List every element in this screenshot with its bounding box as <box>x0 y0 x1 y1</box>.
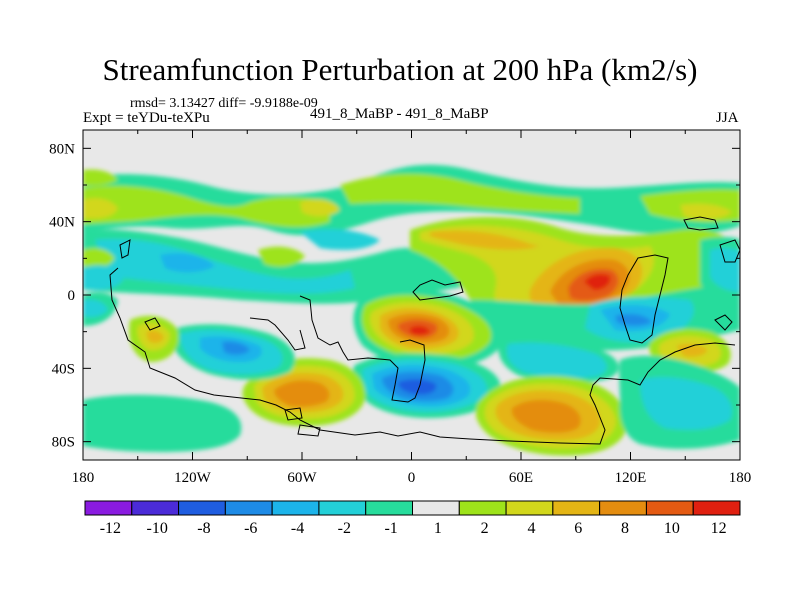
field-contour-1 <box>83 185 330 228</box>
colorbar-label: -10 <box>147 520 168 537</box>
field-contour-7 <box>83 169 118 186</box>
field-contour-15 <box>430 230 540 250</box>
field-contour-50 <box>222 341 250 355</box>
field-contour-42 <box>511 399 581 433</box>
colorbar-label: -2 <box>338 520 351 537</box>
colorbar-label: -6 <box>244 520 257 537</box>
y-tick-label: 0 <box>68 288 76 304</box>
colorbar-swatch <box>552 500 601 516</box>
x-tick-label: 180 <box>729 470 752 486</box>
axis-ticks: 180 120W 60W 0 60E 120E 180 80N 40N 0 40S 80S <box>49 130 751 486</box>
field-contour-46 <box>274 380 330 407</box>
field-contour-3 <box>83 198 118 219</box>
field-contour-10 <box>160 253 215 273</box>
field-contour-9 <box>95 238 355 294</box>
field-contour-31 <box>410 325 430 335</box>
field-contour-65 <box>710 247 740 292</box>
colorbar-swatch <box>318 500 367 516</box>
colorbar: -12 -10 -8 -6 -4 -2 -1 1 2 4 6 8 10 12 <box>84 500 741 537</box>
field-contour-56 <box>83 394 242 452</box>
x-tick-label: 180 <box>72 470 95 486</box>
colorbar-label: 4 <box>527 520 535 537</box>
field-contour-19 <box>584 274 611 290</box>
colorbar-label: -4 <box>291 520 304 537</box>
colorbar-swatch <box>131 500 180 516</box>
expt-label: Expt = teYDu-teXPu <box>83 110 210 126</box>
x-tick-label: 60E <box>509 470 533 486</box>
colorbar-swatch <box>458 500 507 516</box>
x-tick-label: 120W <box>174 470 212 486</box>
y-tick-label: 80N <box>49 141 75 157</box>
colorbar-label: 8 <box>621 520 629 537</box>
colorbar-swatch <box>599 500 647 516</box>
field-contour-36 <box>398 379 437 395</box>
field-contour-38 <box>506 342 607 379</box>
coastlines <box>109 216 740 445</box>
colorbar-swatch <box>224 500 273 516</box>
season-label: JJA <box>716 110 739 126</box>
x-tick-label: 0 <box>408 470 416 486</box>
field-contour-4 <box>300 199 340 217</box>
colorbar-label: 12 <box>711 520 727 537</box>
field-contour-61 <box>146 330 164 343</box>
colorbar-label: -8 <box>197 520 210 537</box>
colorbar-swatch <box>692 500 741 516</box>
experiment-label: 491_8_MaBP - 491_8_MaBP <box>310 106 489 122</box>
field-contour-2 <box>340 173 580 214</box>
colorbar-swatch <box>271 500 320 516</box>
colorbar-label: 10 <box>664 520 680 537</box>
streamfunction-field <box>83 164 740 456</box>
field-contour-55 <box>640 377 732 430</box>
colorbar-swatch <box>412 500 460 516</box>
x-tick-label: 120E <box>615 470 647 486</box>
field-contour-12 <box>300 229 380 250</box>
colorbar-swatch <box>178 500 226 516</box>
colorbar-swatch <box>365 500 414 516</box>
colorbar-swatch <box>505 500 554 516</box>
colorbar-label: -1 <box>384 520 397 537</box>
y-tick-label: 40N <box>49 215 75 231</box>
x-tick-label: 60W <box>287 470 317 486</box>
y-tick-label: 80S <box>52 435 75 451</box>
colorbar-label: 2 <box>481 520 489 537</box>
field-contour-53 <box>676 343 708 357</box>
chart-title: Streamfunction Perturbation at 200 hPa (… <box>102 52 698 87</box>
colorbar-label: 6 <box>574 520 582 537</box>
colorbar-label: 1 <box>434 520 442 537</box>
colorbar-swatch <box>84 500 133 516</box>
field-contour-6 <box>680 203 732 220</box>
field-contour-58 <box>83 299 108 318</box>
colorbar-swatch <box>645 500 694 516</box>
field-contour-11 <box>258 246 305 267</box>
rmsd-diff-stats: rmsd= 3.13427 diff= -9.9188e-09 <box>130 96 318 111</box>
y-tick-label: 40S <box>52 361 75 377</box>
field-contour-62 <box>83 248 115 268</box>
colorbar-label: -12 <box>100 520 121 537</box>
